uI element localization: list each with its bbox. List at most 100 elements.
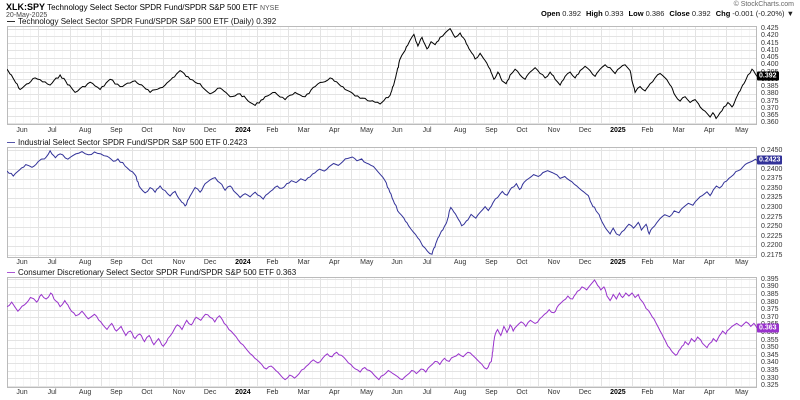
x-tick-label: Jun [16,127,28,134]
x-tick-label: Jul [422,127,432,134]
x-tick-label: Aug [453,259,467,266]
x-tick-label: Jul [47,127,57,134]
x-tick-label: Mar [672,259,685,266]
y-tick-label: 0.375 [761,97,779,105]
x-tick-label: Feb [641,127,654,134]
x-tick-label: Oct [516,127,528,134]
quote-field-value: 0.392 [689,9,711,18]
quote-field-value: 0.392 [560,9,582,18]
stockcharts-copyright-link[interactable]: © StockCharts.com [733,1,794,8]
x-tick-label: 2025 [610,259,626,266]
x-tick-label: Jul [47,389,57,396]
x-tick-label: Mar [672,389,685,396]
x-tick-label: Sep [110,389,123,396]
quote-field-value: 0.393 [602,9,624,18]
x-tick-label: Feb [266,127,279,134]
x-tick-label: Feb [266,389,279,396]
chart-exchange: NYSE [259,5,280,12]
y-tick-label: 0.325 [761,382,779,390]
y-tick-label: 0.410 [761,46,779,54]
y-tick-label: 0.350 [761,344,779,352]
x-tick-label: Nov [172,259,186,266]
y-tick-label: 0.395 [761,275,779,283]
ratio-line [7,27,757,120]
x-tick-label: 2025 [610,127,626,134]
y-tick-label: 0.2200 [761,242,783,250]
x-tick-label: Mar [297,259,310,266]
y-tick-label: 0.355 [761,336,779,344]
x-tick-label: Aug [78,259,92,266]
x-tick-label: Jun [391,389,403,396]
x-tick-label: Apr [328,127,340,134]
gridlines-major [7,147,757,258]
y-tick-label: 0.420 [761,32,779,40]
x-tick-label: 2025 [610,389,626,396]
y-tick-label: 0.380 [761,90,779,98]
y-tick-label: 0.335 [761,367,779,374]
legend-label: Industrial Select Sector SPDR Fund/SPDR … [18,138,221,147]
technology-ratio-plot [7,26,757,125]
y-tick-label: 0.2375 [761,175,783,183]
x-tick-label: Aug [78,127,92,134]
x-tick-label: Jun [391,259,403,266]
x-tick-label: Oct [141,127,153,134]
y-tick-label: 0.2350 [761,184,783,192]
y-tick-label: 0.380 [761,298,779,306]
y-tick-label: 0.2275 [761,213,783,221]
x-tick-label: Jul [47,259,57,266]
y-tick-label: 0.2325 [761,194,783,202]
x-tick-label: Apr [703,127,715,134]
x-tick-label: Sep [110,259,123,266]
x-tick-label: Nov [172,127,186,134]
quote-field-label: Chg [715,9,731,18]
x-tick-label: Jul [422,259,432,266]
gridlines-major [7,277,757,388]
legend-label: Consumer Discretionary Select Sector SPD… [18,268,274,277]
y-tick-label: 0.365 [761,112,779,120]
quote-field-label: Close [669,9,690,18]
y-tick-label: 0.345 [761,351,779,359]
y-tick-label: 0.2300 [761,203,783,211]
x-tick-label: Dec [203,259,217,266]
ratio-line-chart [7,26,757,125]
x-tick-label: Oct [516,259,528,266]
x-tick-label: Dec [578,389,592,396]
consumer-ratio-plot [7,277,757,388]
x-tick-label: Jun [391,127,403,134]
y-tick-label: 0.330 [761,374,779,382]
legend-value: 0.2423 [222,138,248,147]
x-tick-label: May [735,127,749,134]
y-tick-label: 0.425 [761,25,779,33]
quote-field-value: 0.386 [643,9,665,18]
quote-field-value: -0.001 (-0.20%) ▼ [730,9,794,18]
x-tick-label: Apr [703,259,715,266]
x-tick-label: Mar [672,127,685,134]
y-tick-label: 0.400 [761,61,779,69]
last-value-badge: 0.2423 [757,155,783,165]
ratio-line-chart [7,147,757,258]
x-tick-label: Nov [547,389,561,396]
legend-dash-icon: — [7,268,15,277]
x-tick-label: Aug [78,389,92,396]
chart-date: 20-May-2025 [6,12,48,19]
chart-symbol: XLK:SPY [6,2,46,12]
y-tick-label: 0.2175 [761,251,783,259]
x-tick-label: May [735,259,749,266]
panel-legend: — Industrial Select Sector SPDR Fund/SPDR… [7,138,247,147]
y-tick-label: 0.360 [761,119,779,127]
x-tick-label: Apr [328,259,340,266]
legend-dash-icon: — [7,17,15,26]
x-tick-label: Apr [328,389,340,396]
x-tick-label: Sep [485,259,498,266]
x-tick-label: May [735,389,749,396]
x-tick-label: Dec [203,127,217,134]
industrial-ratio-plot [7,147,757,258]
y-tick-label: 0.2400 [761,165,783,173]
x-tick-label: Feb [641,389,654,396]
quote-field-label: Open [540,9,561,18]
y-tick-label: 0.2450 [761,146,783,154]
x-tick-label: Oct [516,389,528,396]
x-tick-label: 2024 [235,127,251,134]
gridlines-minor [15,147,750,258]
